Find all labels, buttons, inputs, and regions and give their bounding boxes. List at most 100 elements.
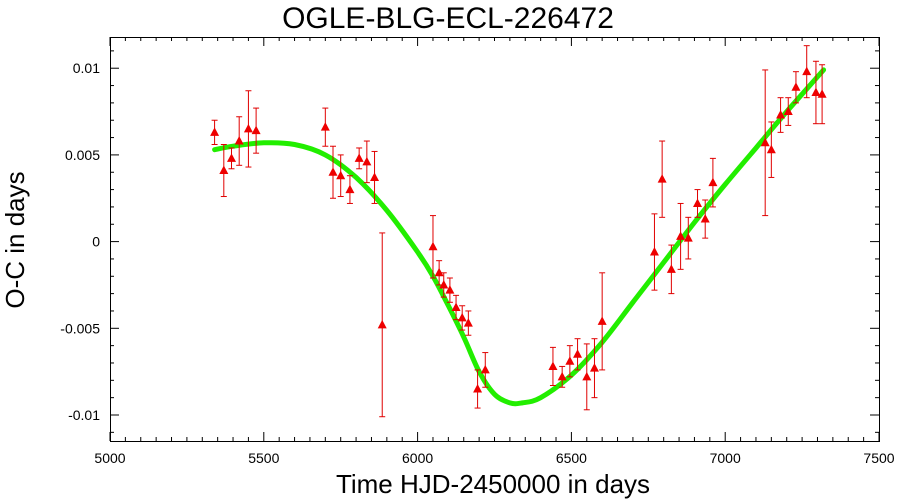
point-marker	[377, 319, 387, 329]
point-marker	[811, 87, 821, 96]
point-marker	[451, 302, 461, 311]
data-point	[463, 310, 473, 336]
point-marker	[210, 127, 220, 136]
point-marker	[370, 172, 380, 181]
data-point	[649, 213, 659, 291]
point-marker	[657, 174, 667, 183]
y-tick-label: 0	[92, 234, 100, 250]
data-point	[377, 232, 387, 418]
data-point	[370, 150, 380, 204]
data-point	[428, 215, 438, 279]
data-point	[548, 346, 558, 387]
point-marker	[649, 247, 659, 256]
data-point	[708, 157, 718, 208]
data-point	[457, 305, 467, 331]
y-tick-label: 0.01	[73, 60, 100, 76]
y-tick-label: -0.005	[60, 320, 100, 336]
data-point	[565, 345, 575, 378]
point-marker	[328, 167, 338, 176]
data-point	[776, 97, 786, 133]
axis-ticks	[109, 37, 880, 441]
point-marker	[434, 267, 444, 277]
data-points-layer	[210, 45, 827, 418]
point-marker	[473, 383, 483, 393]
point-marker	[463, 318, 473, 327]
point-marker	[693, 198, 703, 207]
data-point	[817, 64, 827, 125]
point-marker	[439, 279, 449, 289]
x-tick-label: 5000	[94, 450, 125, 466]
point-marker	[548, 361, 558, 370]
point-marker	[582, 371, 592, 381]
point-marker	[354, 153, 364, 162]
data-point	[589, 338, 599, 399]
data-point	[362, 140, 372, 184]
data-point	[354, 147, 364, 170]
x-tick-label: 6500	[556, 450, 587, 466]
data-point	[657, 140, 667, 218]
point-marker	[219, 165, 229, 175]
data-point	[219, 144, 229, 198]
point-marker	[760, 137, 770, 147]
point-marker	[597, 316, 607, 325]
point-marker	[802, 66, 812, 76]
point-marker	[445, 285, 455, 294]
point-marker	[243, 123, 253, 133]
fit-curve-layer	[212, 67, 827, 407]
data-point	[760, 69, 770, 217]
y-axis-label: O-C in days	[0, 171, 30, 308]
point-marker	[683, 233, 693, 242]
x-tick-label: 7500	[863, 450, 894, 466]
data-point	[683, 216, 693, 260]
data-point	[573, 338, 583, 371]
point-marker	[791, 82, 801, 91]
data-point	[345, 175, 355, 204]
data-point	[811, 60, 821, 125]
data-point	[766, 121, 776, 178]
data-point	[227, 147, 237, 170]
point-marker	[345, 184, 355, 194]
chart-title: OGLE-BLG-ECL-226472	[282, 2, 614, 35]
point-marker	[336, 170, 346, 180]
data-point	[336, 154, 346, 198]
x-tick-label: 6000	[402, 450, 433, 466]
point-marker	[428, 241, 438, 251]
plot-frame	[110, 37, 880, 442]
point-marker	[557, 371, 567, 381]
point-marker	[565, 356, 575, 365]
data-point	[251, 107, 261, 154]
point-marker	[766, 144, 776, 154]
data-point	[783, 97, 793, 126]
data-point	[434, 260, 444, 286]
point-marker	[480, 364, 490, 374]
data-point	[445, 277, 455, 303]
point-marker	[320, 122, 330, 131]
point-marker	[251, 125, 261, 135]
point-marker	[776, 110, 786, 119]
data-point	[234, 116, 244, 166]
data-point	[597, 272, 607, 371]
x-axis-label: Time HJD-2450000 in days	[336, 469, 650, 499]
data-point	[320, 107, 330, 147]
data-point	[802, 45, 812, 99]
point-marker	[676, 231, 686, 240]
x-tick-label: 7000	[710, 450, 741, 466]
point-marker	[700, 214, 710, 223]
point-marker	[666, 264, 676, 273]
y-tick-label: -0.01	[68, 407, 100, 423]
point-marker	[457, 312, 467, 322]
data-point	[666, 244, 676, 295]
point-marker	[783, 106, 793, 116]
point-marker	[589, 363, 599, 372]
data-point	[328, 145, 338, 199]
point-marker	[817, 89, 827, 98]
x-tick-label: 5500	[248, 450, 279, 466]
point-marker	[227, 153, 237, 162]
data-point	[676, 202, 686, 270]
point-marker	[362, 156, 372, 166]
fit-curve	[212, 67, 827, 407]
point-marker	[234, 136, 244, 145]
data-point	[473, 369, 483, 409]
data-point	[451, 294, 461, 321]
